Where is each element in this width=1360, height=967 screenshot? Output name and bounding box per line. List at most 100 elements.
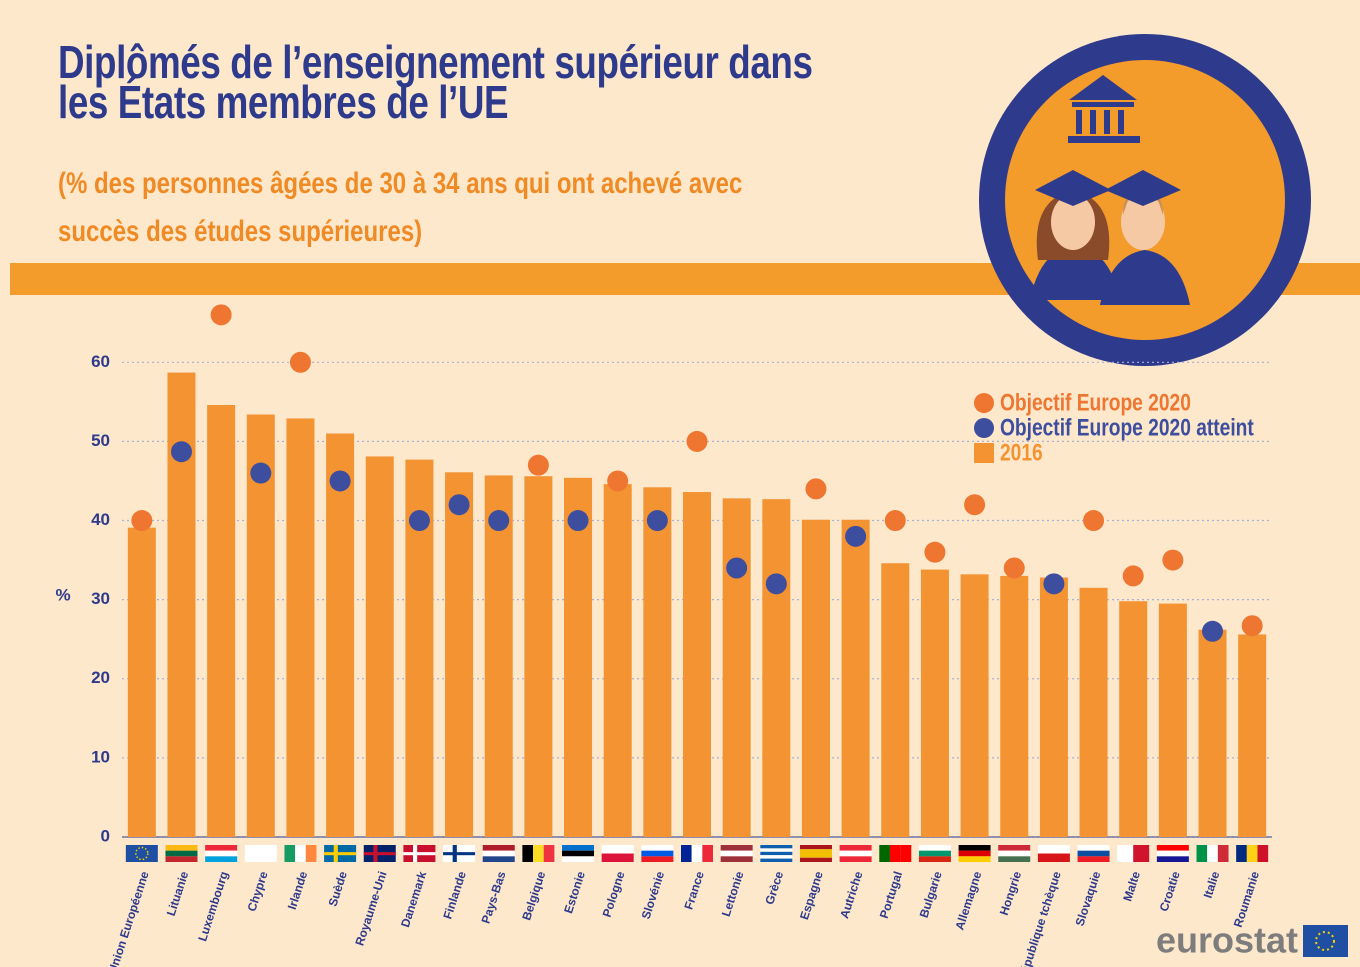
flag-part [1236, 845, 1247, 862]
bar [1238, 634, 1267, 837]
flag [720, 845, 753, 862]
flag [284, 845, 317, 862]
legend-swatch [974, 443, 994, 463]
bar [920, 569, 949, 837]
flag-part [641, 850, 674, 857]
flag-part [1133, 845, 1150, 862]
flag-part [799, 845, 832, 850]
dot [884, 510, 906, 532]
x-tick-label: Malte [1120, 869, 1143, 903]
dot [1241, 615, 1263, 637]
x-tick-label: Lituanie [164, 869, 192, 917]
flag-part [839, 856, 872, 862]
flag [839, 845, 872, 862]
flag-part [641, 856, 674, 862]
flag [918, 845, 951, 862]
x-tick-label: Portugal [877, 870, 905, 921]
flag-part [1077, 845, 1110, 851]
flag-part [533, 845, 544, 862]
flag-part [1037, 853, 1070, 862]
x-tick-label: Slovaquie [1073, 869, 1104, 928]
flag-part [1246, 845, 1258, 862]
x-tick-label: Finlande [440, 869, 469, 921]
x-tick-label: Royaume-Uni [352, 870, 389, 948]
legend-swatch [974, 393, 994, 413]
x-tick-label: Irlande [285, 869, 311, 911]
flag [601, 845, 634, 862]
bar [1000, 575, 1029, 837]
bar [841, 519, 870, 837]
flag-part [958, 850, 991, 857]
x-tick-label: République tchèque [1015, 869, 1064, 967]
flag-part [363, 852, 396, 856]
bar [1119, 601, 1148, 837]
flag-part [1207, 845, 1218, 862]
flag-part [1156, 845, 1189, 851]
dot [131, 510, 153, 532]
flag-part [918, 845, 951, 851]
x-tick-label: Belgique [519, 869, 548, 922]
legend-label: Objectif Europe 2020 [1000, 388, 1191, 416]
dot [607, 470, 629, 492]
flag [1156, 845, 1189, 862]
flag-part [760, 845, 793, 849]
flag-part [799, 857, 832, 862]
flag-part [760, 855, 793, 859]
chart-subtitle: (% des personnes âgées de 30 à 34 ans qu… [58, 167, 743, 248]
dot [488, 510, 510, 532]
flag-part [165, 856, 198, 862]
dot [170, 441, 192, 463]
y-tick-label: 40 [91, 510, 110, 529]
bar [960, 574, 989, 837]
flag-part [403, 852, 436, 856]
flag-part [1156, 850, 1189, 857]
dot [448, 494, 470, 516]
flag-part [1077, 856, 1110, 862]
x-tick-label: Pays-Bas [479, 869, 509, 925]
flag [1037, 845, 1070, 862]
flag [205, 845, 238, 862]
dot [289, 351, 311, 373]
bar [762, 499, 791, 837]
flag-part [284, 845, 296, 862]
x-tick-label: Pologne [600, 869, 628, 919]
bar [365, 456, 394, 837]
flag-part [482, 845, 515, 851]
eurostat-logo: eurostat [1156, 920, 1348, 961]
flag-part [760, 848, 793, 852]
flag [1196, 845, 1229, 862]
flag-part [839, 845, 872, 851]
dot [765, 573, 787, 595]
flag-part [324, 852, 357, 856]
bar [246, 414, 275, 837]
flag-part [482, 850, 515, 857]
x-tick-label: Suède [326, 869, 351, 908]
bar [207, 405, 236, 837]
bar [1198, 629, 1227, 837]
x-tick-label: France [681, 869, 707, 911]
flag-part [889, 845, 901, 862]
flag-part [125, 845, 158, 862]
x-tick-label: Union Européenne [105, 869, 151, 967]
x-tick-label: Luxembourg [195, 870, 231, 943]
flag-part [998, 856, 1031, 862]
flag [482, 845, 515, 862]
flag-part [205, 845, 238, 851]
bar [524, 476, 553, 837]
flag-part [681, 845, 692, 862]
flag-part [958, 845, 991, 851]
dot [1083, 510, 1105, 532]
flag-part [443, 852, 476, 856]
flag-part [601, 853, 634, 862]
flag-part [839, 850, 872, 857]
flag-part [165, 850, 198, 857]
flag-part [543, 845, 555, 862]
x-tick-label: Danemark [398, 869, 429, 929]
x-tick-label: Bulgarie [917, 869, 945, 919]
dot [1162, 549, 1184, 571]
x-tick-label: Grèce [762, 869, 786, 906]
bar [1079, 587, 1108, 837]
y-tick-label: 30 [91, 589, 110, 608]
flag [324, 845, 357, 862]
dot [250, 462, 272, 484]
